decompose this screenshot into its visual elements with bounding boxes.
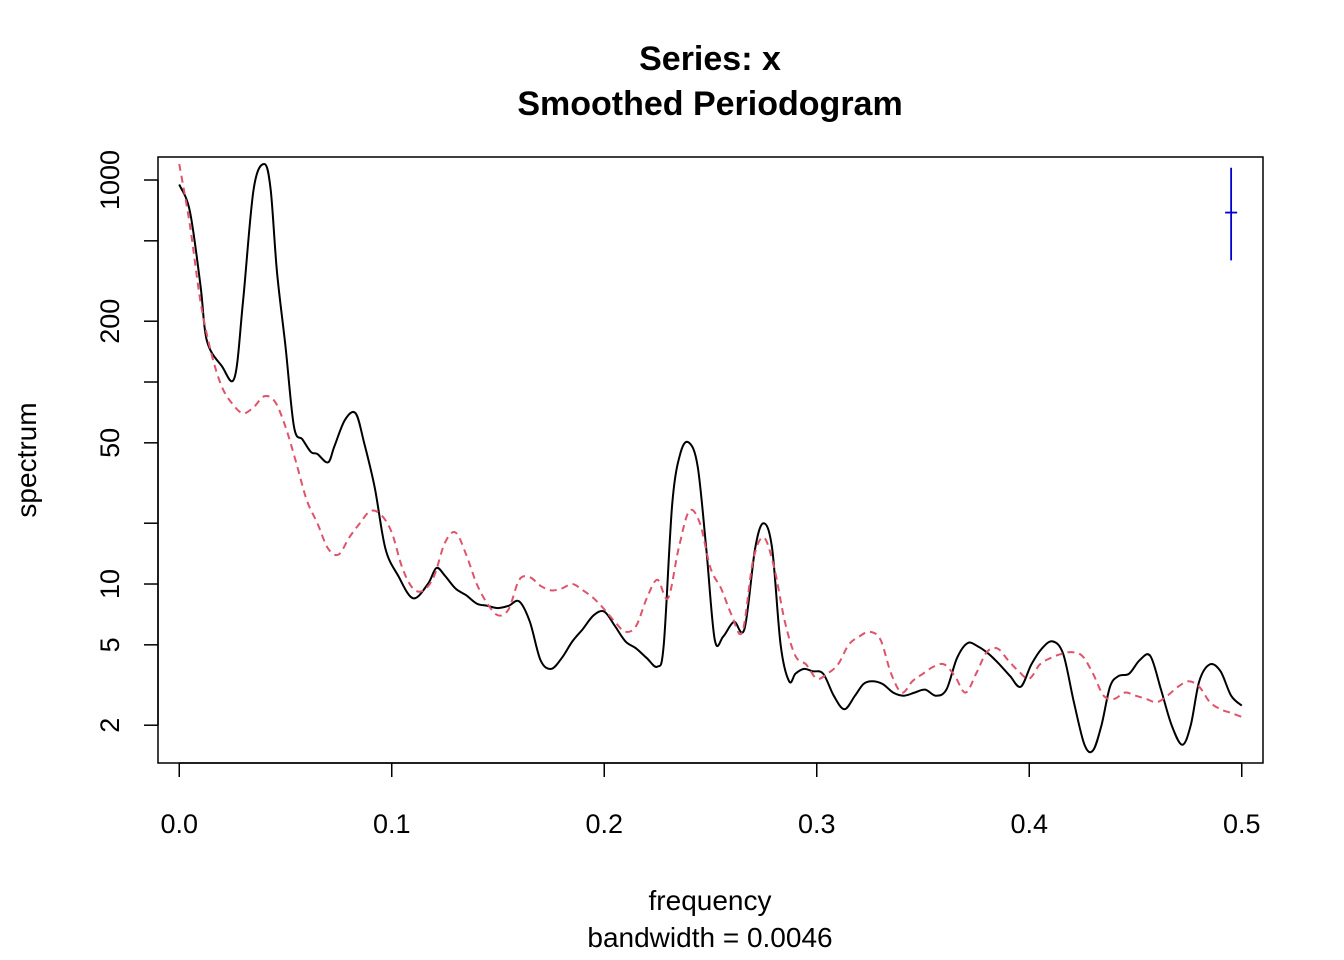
y-tick-label: 10 (95, 569, 125, 599)
y-tick-label: 200 (95, 299, 125, 344)
x-axis: 0.0 0.1 0.2 0.3 0.4 0.5 (160, 762, 1261, 839)
x-tick-label: 0.4 (1010, 809, 1048, 839)
x-tick-label: 0.0 (160, 809, 198, 839)
chart-subtitle: Smoothed Periodogram (517, 85, 902, 123)
y-axis: 2 5 10 50 200 1000 (95, 150, 159, 733)
series-layer (178, 163, 1243, 754)
y-tick-label: 1000 (95, 150, 125, 210)
x-tick-label: 0.5 (1223, 809, 1261, 839)
y-tick-label: 50 (95, 428, 125, 458)
x-axis-label: frequency (649, 885, 772, 916)
x-tick-label: 0.2 (585, 809, 623, 839)
x-axis-sublabel: bandwidth = 0.0046 (587, 922, 832, 953)
chart-title: Series: x (639, 40, 781, 78)
y-axis-label: spectrum (11, 402, 42, 517)
x-tick-label: 0.3 (798, 809, 836, 839)
series-line-1 (178, 163, 1243, 718)
x-tick-label: 0.1 (373, 809, 411, 839)
y-tick-label: 5 (95, 637, 125, 652)
confidence-interval-bar (1225, 167, 1238, 261)
series-line-0 (178, 163, 1243, 754)
y-tick-label: 2 (95, 718, 125, 733)
